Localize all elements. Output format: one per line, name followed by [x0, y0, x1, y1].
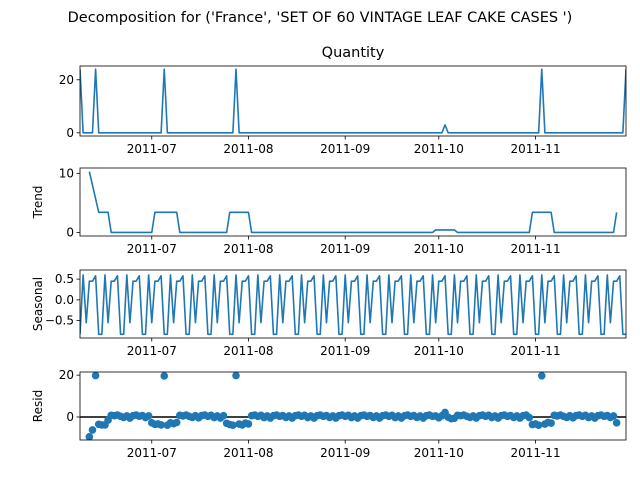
resid-point	[144, 412, 153, 420]
resid-point	[244, 420, 253, 428]
axes-frame	[79, 65, 627, 137]
x-tick-label: 2011-08	[223, 142, 273, 156]
resid-point	[537, 372, 546, 380]
resid-point	[88, 426, 97, 434]
resid-point	[609, 412, 618, 420]
y-tick-label: 0.0	[55, 293, 74, 307]
y-axis-label: Trend	[31, 186, 45, 220]
x-tick-label: 2011-11	[510, 446, 560, 460]
x-tick-label: 2011-11	[510, 344, 560, 358]
x-tick-label: 2011-10	[414, 344, 464, 358]
x-tick-label: 2011-07	[127, 344, 177, 358]
subplot-4: Resid 0 20 2011-07 2011-08 2011-09 2011-10 2011…	[31, 368, 627, 460]
axes-frame	[79, 167, 627, 237]
axes-frame	[79, 371, 627, 441]
series-line	[80, 68, 626, 134]
x-tick-label: 2011-09	[320, 242, 370, 256]
x-tick-label: 2011-07	[127, 142, 177, 156]
plot-area	[88, 171, 618, 234]
resid-point	[160, 372, 169, 380]
x-tick-label: 2011-11	[510, 242, 560, 256]
x-tick-label: 2011-09	[320, 142, 370, 156]
subplot-title: Quantity	[322, 45, 385, 61]
figure-suptitle: Decomposition for ('France', 'SET OF 60 …	[68, 10, 573, 26]
resid-point	[534, 421, 543, 429]
resid-point	[612, 419, 621, 427]
y-axis-label: Resid	[31, 390, 45, 422]
x-tick-label: 2011-10	[414, 242, 464, 256]
y-tick-label: 10	[59, 166, 74, 180]
y-tick-label: 20	[59, 368, 74, 382]
y-tick-label: 20	[59, 73, 74, 87]
plot-area	[80, 274, 626, 336]
resid-point	[219, 411, 228, 420]
x-tick-label: 2011-10	[414, 446, 464, 460]
y-tick-label: 0	[66, 410, 74, 424]
resid-point	[157, 421, 165, 429]
x-tick-label: 2011-09	[320, 344, 370, 358]
resid-point	[525, 413, 534, 422]
resid-point	[229, 421, 237, 429]
resid-point	[232, 372, 240, 380]
resid-point	[85, 433, 94, 440]
resid-point	[91, 372, 100, 380]
series-line	[88, 171, 618, 234]
subplot-3: Seasonal 0.5 0.0 −0.5 2011-07 2011-08 2011-09 2…	[31, 269, 627, 358]
x-tick-label: 2011-08	[223, 446, 273, 460]
x-tick-label: 2011-10	[414, 142, 464, 156]
seasonal-line	[80, 274, 626, 336]
x-tick-label: 2011-08	[223, 344, 273, 358]
subplot-1: Quantity 0 20 2011-07 2011-08 2011-09 2011-10 2…	[59, 45, 627, 156]
plot-area	[80, 372, 626, 440]
resid-point	[172, 418, 181, 427]
resid-point	[547, 419, 555, 427]
axes-frame	[79, 269, 627, 339]
x-tick-label: 2011-08	[223, 242, 273, 256]
y-tick-label: 0.5	[55, 272, 74, 286]
y-axis-label: Seasonal	[31, 277, 45, 331]
y-tick-label: 0	[66, 225, 74, 239]
y-tick-label: −0.5	[45, 314, 74, 328]
x-tick-label: 2011-11	[510, 142, 560, 156]
subplot-2: Trend 0 10 2011-07 2011-08 2011-09 2011-10 2011…	[31, 166, 627, 256]
y-tick-label: 0	[66, 126, 74, 140]
x-tick-label: 2011-07	[127, 446, 177, 460]
x-tick-label: 2011-09	[320, 446, 370, 460]
plot-area	[80, 68, 626, 134]
x-tick-label: 2011-07	[127, 242, 177, 256]
